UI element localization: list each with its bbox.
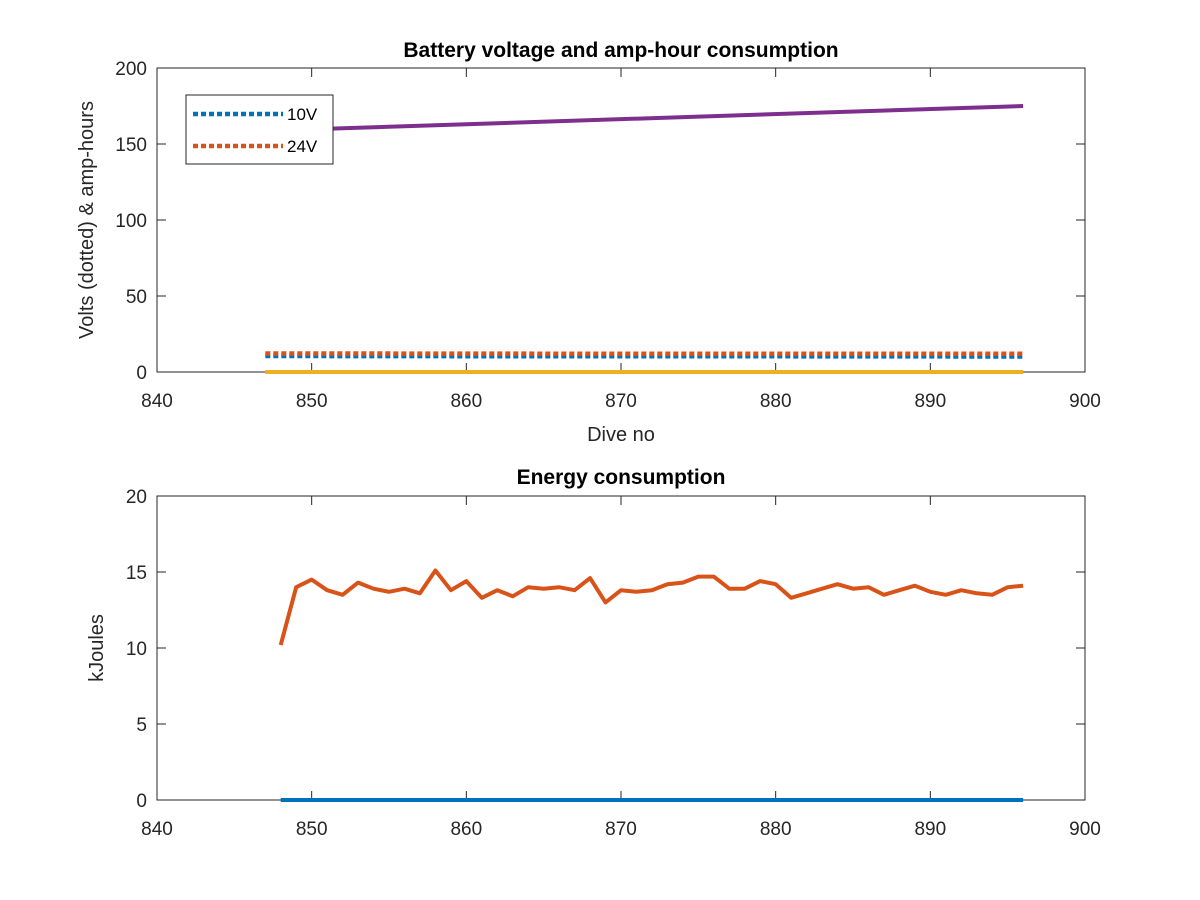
battery-y-tick-label: 150 bbox=[115, 135, 147, 156]
energy-x-tick-label: 870 bbox=[605, 819, 637, 840]
energy-chart-title: Energy consumption bbox=[517, 466, 726, 489]
battery-y-axis-label: Volts (dotted) & amp-hours bbox=[76, 101, 98, 339]
legend-label-24v: 24V bbox=[287, 137, 318, 156]
energy-x-tick-label: 860 bbox=[450, 819, 482, 840]
energy-x-tick-label: 890 bbox=[914, 819, 946, 840]
energy-x-tick-label: 900 bbox=[1069, 819, 1101, 840]
energy-chart: 840 850 860 870 880 890 900 0 5 10 15 20 Energy con… bbox=[86, 466, 1101, 840]
energy-plot-area bbox=[156, 495, 1086, 801]
battery-chart-title: Battery voltage and amp-hour consumption bbox=[403, 39, 838, 62]
legend-box bbox=[185, 94, 334, 165]
energy-y-tick-label: 20 bbox=[126, 487, 147, 508]
battery-x-tick-label: 840 bbox=[141, 391, 173, 412]
battery-legend: 10V 24V bbox=[185, 94, 334, 165]
battery-series-line-3 bbox=[327, 104, 1024, 131]
battery-y-tick-label: 200 bbox=[115, 59, 147, 80]
energy-y-tick-label: 15 bbox=[126, 563, 147, 584]
energy-y-tick-label: 0 bbox=[136, 791, 147, 812]
energy-y-tick-label: 10 bbox=[126, 639, 147, 660]
battery-x-tick-label: 880 bbox=[760, 391, 792, 412]
battery-x-axis-label: Dive no bbox=[587, 424, 655, 446]
battery-x-tick-label: 900 bbox=[1069, 391, 1101, 412]
energy-y-tick-label: 5 bbox=[136, 715, 147, 736]
energy-y-axis-label: kJoules bbox=[86, 614, 108, 682]
battery-x-tick-label: 890 bbox=[914, 391, 946, 412]
battery-chart: 840 850 860 870 880 890 900 0 50 100 150 200 Batter… bbox=[76, 39, 1101, 446]
battery-y-tick-label: 50 bbox=[126, 287, 147, 308]
battery-y-tick-label: 0 bbox=[136, 363, 147, 384]
battery-x-tick-label: 870 bbox=[605, 391, 637, 412]
energy-x-tick-label: 840 bbox=[141, 819, 173, 840]
energy-series-line-1 bbox=[278, 568, 1024, 646]
battery-series-line-10v bbox=[265, 353, 1024, 359]
battery-x-tick-label: 850 bbox=[296, 391, 328, 412]
battery-y-tick-label: 100 bbox=[115, 211, 147, 232]
legend-label-10v: 10V bbox=[287, 105, 318, 124]
energy-x-tick-label: 880 bbox=[760, 819, 792, 840]
energy-x-tick-label: 850 bbox=[296, 819, 328, 840]
battery-x-tick-label: 860 bbox=[450, 391, 482, 412]
